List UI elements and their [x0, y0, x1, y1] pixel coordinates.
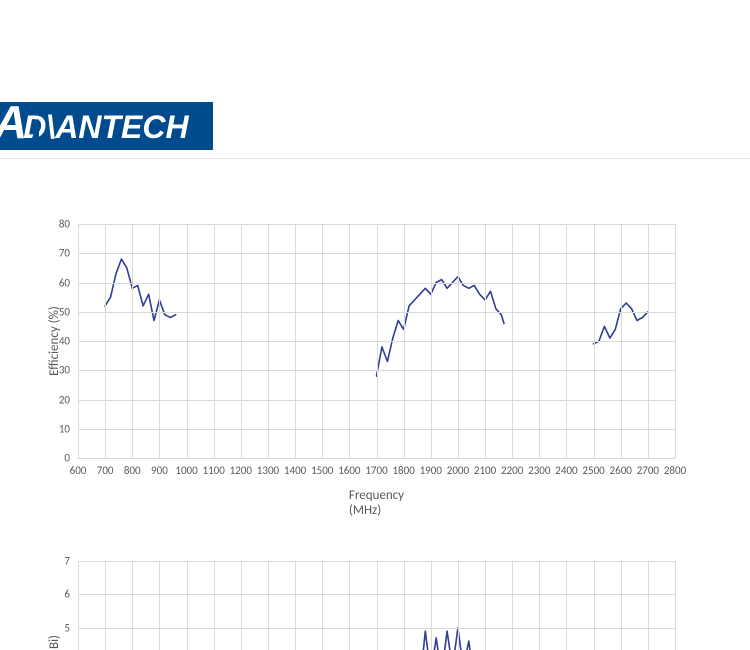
x-tick-label: 2400 — [555, 464, 577, 477]
plot-area: 6007008009001000110012001300140015001600… — [78, 224, 675, 458]
y-tick-label: 20 — [59, 393, 70, 406]
x-tick-label: 2200 — [501, 464, 523, 477]
x-tick-label: 1700 — [365, 464, 387, 477]
x-tick-label: 2600 — [610, 464, 632, 477]
x-tick-label: 2300 — [528, 464, 550, 477]
x-tick-label: 1500 — [311, 464, 333, 477]
x-tick-label: 2000 — [447, 464, 469, 477]
y-tick-label: 50 — [59, 305, 70, 318]
plot-area: 567 — [78, 561, 675, 650]
x-tick-label: 2700 — [637, 464, 659, 477]
x-tick-label: 1100 — [203, 464, 225, 477]
x-tick-label: 900 — [151, 464, 168, 477]
x-tick-label: 800 — [124, 464, 141, 477]
x-tick-label: 2800 — [664, 464, 686, 477]
y-tick-label: 70 — [59, 247, 70, 260]
x-axis-label: Frequency (MHz) — [349, 488, 404, 518]
y-tick-label: 7 — [64, 555, 70, 568]
y-tick-label: 40 — [59, 335, 70, 348]
x-tick-label: 1400 — [284, 464, 306, 477]
x-tick-label: 1900 — [420, 464, 442, 477]
x-tick-label: 1600 — [338, 464, 360, 477]
y-tick-label: 5 — [64, 621, 70, 634]
x-tick-label: 2500 — [582, 464, 604, 477]
y-axis-label: Bi) — [47, 635, 62, 649]
y-tick-label: 10 — [59, 422, 70, 435]
y-tick-label: 30 — [59, 364, 70, 377]
x-tick-label: 1000 — [175, 464, 197, 477]
x-tick-label: 1200 — [230, 464, 252, 477]
x-tick-label: 2100 — [474, 464, 496, 477]
advantech-wordmark: AD\ANTECH — [0, 104, 189, 146]
header-divider — [0, 158, 750, 159]
y-tick-label: 6 — [64, 588, 70, 601]
x-tick-label: 1800 — [392, 464, 414, 477]
x-tick-label: 600 — [70, 464, 87, 477]
page: AD\ANTECH Efficiency (%) Frequency (MHz)… — [0, 0, 750, 650]
x-tick-label: 700 — [97, 464, 114, 477]
y-tick-label: 60 — [59, 276, 70, 289]
y-tick-label: 80 — [59, 218, 70, 231]
y-tick-label: 0 — [64, 452, 70, 465]
advantech-logo: AD\ANTECH — [0, 102, 213, 150]
x-tick-label: 1300 — [257, 464, 279, 477]
